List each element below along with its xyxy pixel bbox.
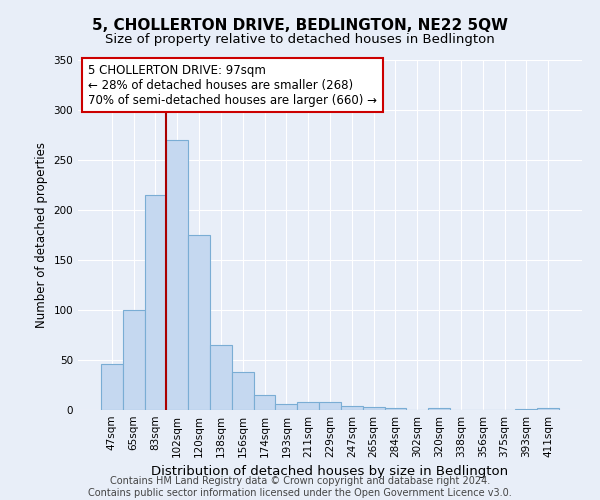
Bar: [254, 395, 275, 410]
Text: Contains HM Land Registry data © Crown copyright and database right 2024.
Contai: Contains HM Land Registry data © Crown c…: [88, 476, 512, 498]
Bar: [297, 402, 319, 410]
Bar: [210, 345, 232, 410]
Bar: [123, 310, 145, 410]
Bar: [232, 372, 254, 410]
Y-axis label: Number of detached properties: Number of detached properties: [35, 142, 48, 328]
Text: 5, CHOLLERTON DRIVE, BEDLINGTON, NE22 5QW: 5, CHOLLERTON DRIVE, BEDLINGTON, NE22 5Q…: [92, 18, 508, 32]
Bar: [319, 402, 341, 410]
Bar: [428, 408, 450, 410]
X-axis label: Distribution of detached houses by size in Bedlington: Distribution of detached houses by size …: [151, 466, 509, 478]
Bar: [537, 408, 559, 410]
Text: 5 CHOLLERTON DRIVE: 97sqm
← 28% of detached houses are smaller (268)
70% of semi: 5 CHOLLERTON DRIVE: 97sqm ← 28% of detac…: [88, 64, 377, 106]
Text: Size of property relative to detached houses in Bedlington: Size of property relative to detached ho…: [105, 32, 495, 46]
Bar: [341, 406, 363, 410]
Bar: [145, 195, 166, 410]
Bar: [275, 404, 297, 410]
Bar: [385, 408, 406, 410]
Bar: [515, 409, 537, 410]
Bar: [101, 364, 123, 410]
Bar: [363, 407, 385, 410]
Bar: [188, 235, 210, 410]
Bar: [166, 140, 188, 410]
